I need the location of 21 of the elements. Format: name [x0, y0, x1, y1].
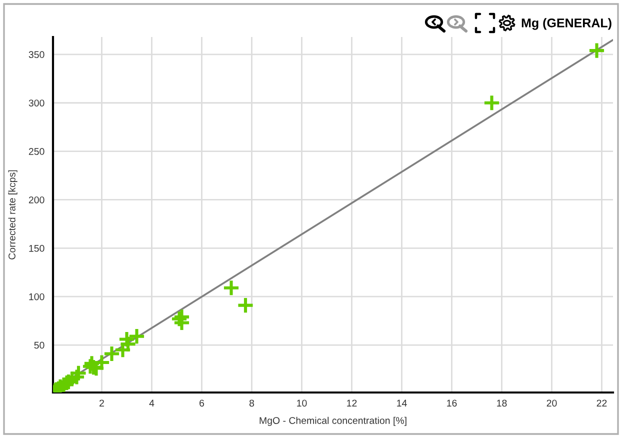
y-tick-label: 150 — [29, 244, 44, 252]
x-tick-label: 22 — [596, 400, 607, 406]
x-tick-label: 18 — [497, 400, 507, 407]
x-tick-label: 10 — [297, 400, 307, 407]
y-tick-label: 250 — [28, 148, 44, 155]
x-tick-label: 6 — [200, 400, 204, 407]
chart-title: Mg (GENERAL) — [522, 18, 612, 30]
x-tick-label: 4 — [149, 400, 154, 406]
y-tick-label: 350 — [28, 51, 44, 58]
x-tick-label: 2 — [100, 400, 104, 406]
x-tick-label: 8 — [249, 400, 254, 407]
x-tick-label: 14 — [397, 400, 407, 406]
y-axis-title: Corrected rate [kcps] — [8, 170, 18, 260]
y-tick-label: 100 — [29, 293, 44, 300]
x-tick-label: 20 — [546, 400, 557, 407]
x-axis-title: MgO - Chemical concentration [%] — [260, 416, 406, 426]
y-tick-label: 200 — [28, 196, 44, 204]
y-tick-label: 300 — [28, 100, 44, 106]
x-tick-label: 12 — [347, 400, 357, 406]
y-tick-label: 50 — [34, 342, 44, 349]
x-tick-label: 16 — [447, 400, 457, 407]
